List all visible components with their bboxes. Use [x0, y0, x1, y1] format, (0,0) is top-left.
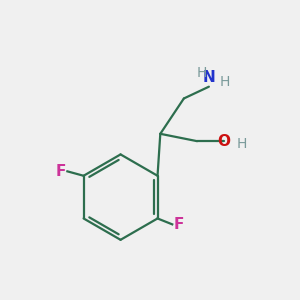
- Text: H: H: [196, 66, 207, 80]
- Text: F: F: [56, 164, 66, 179]
- Text: F: F: [174, 217, 184, 232]
- Text: H: H: [220, 75, 230, 89]
- Text: N: N: [202, 70, 215, 85]
- Text: O: O: [217, 134, 230, 149]
- Text: H: H: [237, 137, 247, 151]
